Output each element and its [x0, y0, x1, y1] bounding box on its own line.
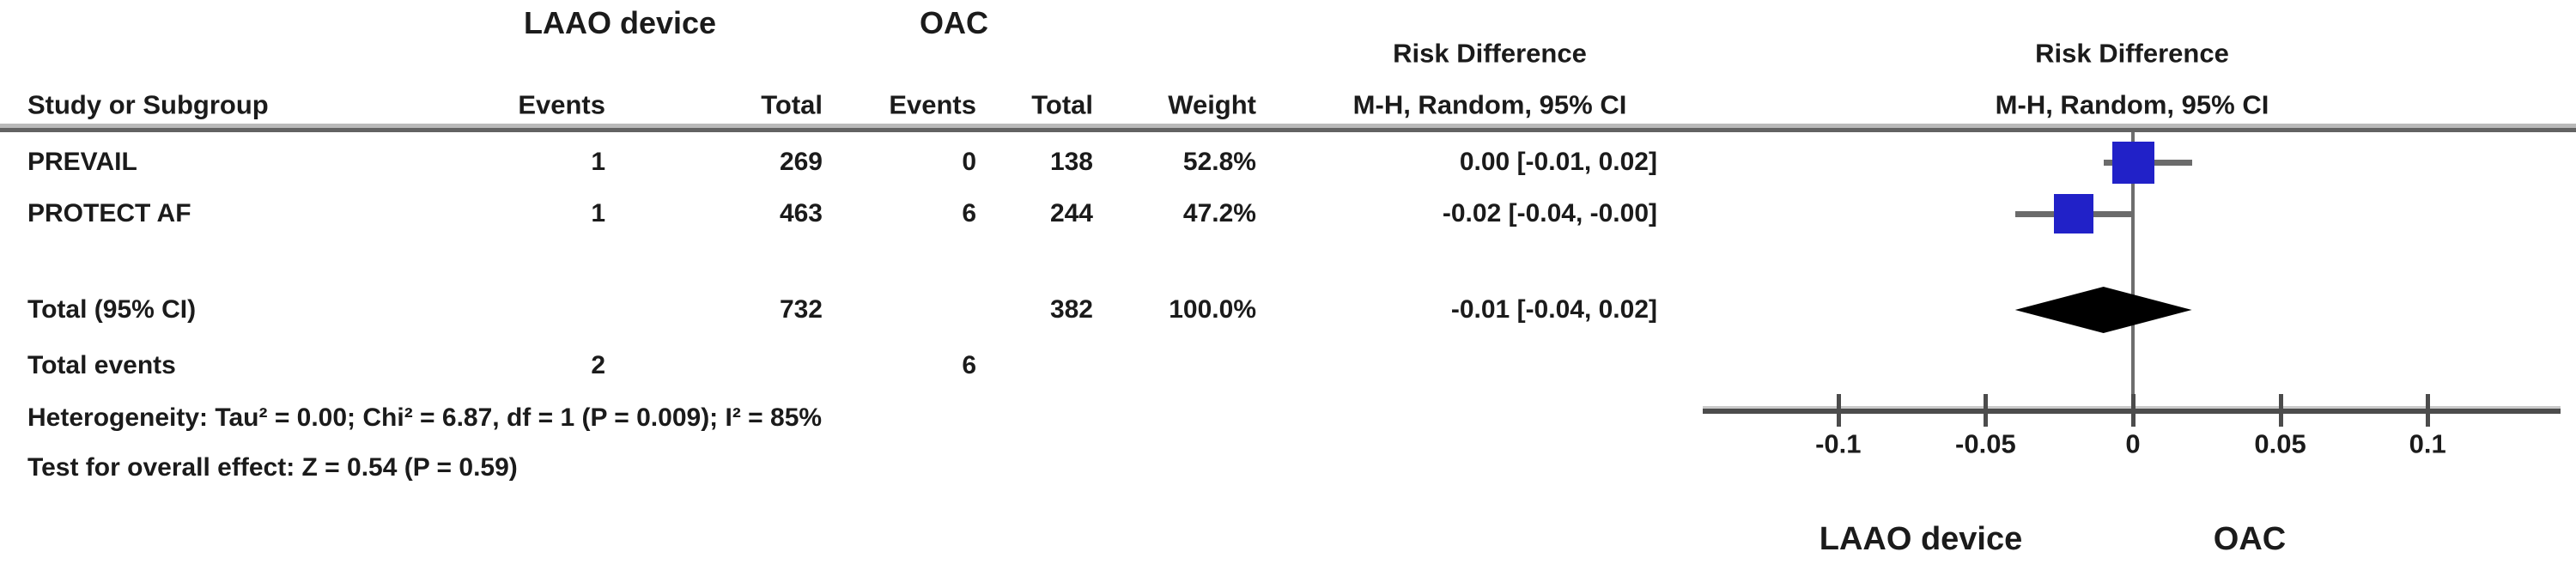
total-total-oac: 382: [1049, 295, 1093, 324]
cell-total-laao: 463: [779, 199, 823, 227]
x-tick-label: -0.1: [1815, 428, 1862, 459]
cell-total-oac: 138: [1049, 148, 1093, 176]
cell-rd-ci: -0.02 [-0.04, -0.00]: [1442, 199, 1657, 227]
group-header-laao: LAAO device: [523, 5, 717, 40]
plot-header-line2: M-H, Random, 95% CI: [1995, 89, 2269, 120]
group-header-oac: OAC: [920, 5, 988, 40]
total-diamond: [2014, 287, 2192, 333]
total-events-oac: 6: [962, 351, 976, 379]
cell-weight: 52.8%: [1182, 148, 1256, 176]
x-tick-label: 0: [2125, 428, 2141, 459]
col-header-total-oac: Total: [1031, 89, 1093, 120]
favours-right-label: OAC: [2213, 521, 2287, 557]
favours-left-label: LAAO device: [1819, 521, 2023, 557]
cell-weight: 47.2%: [1182, 199, 1256, 227]
x-axis-tick: [1984, 394, 1989, 427]
col-header-weight: Weight: [1168, 89, 1256, 120]
rd-col-header-line2: M-H, Random, 95% CI: [1352, 89, 1627, 120]
header-rule: [0, 128, 2576, 132]
total-weight: 100.0%: [1169, 295, 1256, 324]
cell-events-oac: 6: [962, 199, 976, 227]
cell-total-laao: 269: [779, 148, 823, 176]
rd-col-header-line1: Risk Difference: [1393, 38, 1587, 69]
x-axis-tick: [2426, 394, 2431, 427]
heterogeneity-stats: Heterogeneity: Tau² = 0.00; Chi² = 6.87,…: [27, 403, 823, 432]
plot-header-line1: Risk Difference: [2035, 38, 2229, 69]
x-tick-label: -0.05: [1955, 428, 2016, 459]
zero-effect-line: [2131, 132, 2135, 426]
cell-events-oac: 0: [962, 148, 976, 176]
x-tick-label: 0.05: [2254, 428, 2306, 459]
effect-square: [2111, 141, 2154, 184]
x-axis-tick: [1836, 394, 1841, 427]
col-header-events-oac: Events: [889, 89, 976, 120]
x-tick-label: 0.1: [2409, 428, 2446, 459]
total-events-label: Total events: [27, 351, 176, 379]
total-rd-ci: -0.01 [-0.04, 0.02]: [1450, 295, 1657, 324]
col-header-total-laao: Total: [761, 89, 823, 120]
cell-events-laao: 1: [591, 199, 605, 227]
col-header-events-laao: Events: [518, 89, 605, 120]
cell-events-laao: 1: [591, 148, 605, 176]
total-total-laao: 732: [779, 295, 823, 324]
col-header-study: Study or Subgroup: [27, 89, 269, 120]
study-name: PROTECT AF: [27, 199, 191, 227]
cell-rd-ci: 0.00 [-0.01, 0.02]: [1459, 148, 1657, 176]
effect-square: [2054, 194, 2094, 233]
cell-total-oac: 244: [1049, 199, 1093, 227]
x-axis-tick: [2131, 394, 2136, 427]
x-axis-tick: [2278, 394, 2283, 427]
overall-effect-test: Test for overall effect: Z = 0.54 (P = 0…: [27, 453, 518, 482]
total-label: Total (95% CI): [27, 295, 197, 324]
header-rule-light: [0, 124, 2576, 128]
total-events-laao: 2: [591, 351, 605, 379]
study-name: PREVAIL: [27, 148, 137, 176]
